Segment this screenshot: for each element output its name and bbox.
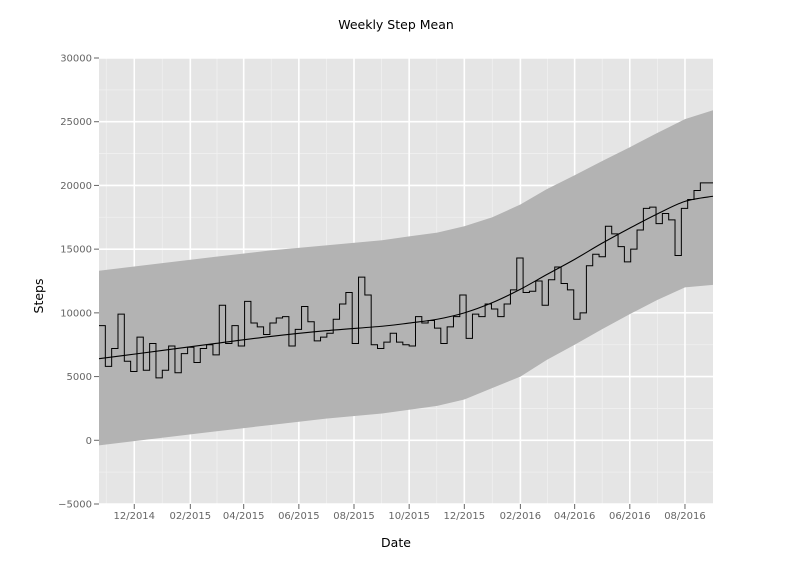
- x-tick-label: 08/2015: [333, 511, 375, 522]
- x-tick-label: 12/2015: [444, 511, 486, 522]
- x-tick-label: 02/2015: [170, 511, 212, 522]
- weekly-step-mean-line: [99, 182, 713, 379]
- confidence-band-layer: [99, 110, 713, 446]
- y-tick-label: 20000: [60, 181, 92, 192]
- y-tick-label: 0: [86, 436, 92, 447]
- x-tick-label: 12/2014: [113, 511, 155, 522]
- x-tick-label: 08/2016: [664, 511, 706, 522]
- series-layer: [98, 182, 714, 379]
- y-tick-label: 25000: [60, 117, 92, 128]
- y-axis-ticks: −5000 0 5000 10000 15000 20000 25000 30000: [58, 54, 99, 511]
- x-tick-label: 06/2016: [609, 511, 651, 522]
- x-tick-label: 04/2015: [223, 511, 265, 522]
- x-axis-ticks: 12/2014 02/2015 04/2015 06/2015 08/2015 10/20…: [113, 504, 706, 522]
- trend-line: [98, 195, 714, 360]
- x-tick-label: 02/2016: [500, 511, 542, 522]
- x-axis-label: Date: [381, 535, 411, 550]
- y-axis-label: Steps: [31, 279, 46, 314]
- y-tick-label: 5000: [67, 372, 92, 383]
- x-tick-label: 06/2015: [278, 511, 320, 522]
- y-tick-label: 15000: [60, 245, 92, 256]
- y-tick-label: 10000: [60, 308, 92, 319]
- x-tick-label: 04/2016: [554, 511, 596, 522]
- y-tick-label: −5000: [58, 500, 92, 511]
- confidence-band: [99, 110, 713, 446]
- y-tick-label: 30000: [60, 54, 92, 65]
- chart-title: Weekly Step Mean: [338, 17, 454, 32]
- x-tick-label: 10/2015: [388, 511, 430, 522]
